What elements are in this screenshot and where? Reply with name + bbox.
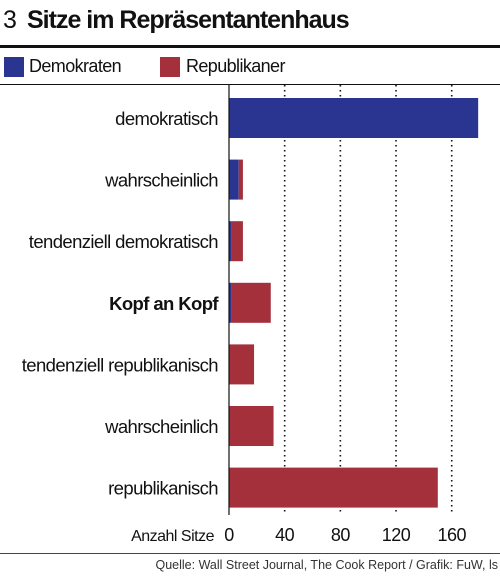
chart-number: 3 [3,6,17,34]
x-tick-label: 40 [275,525,295,545]
legend-label-republicans: Republikaner [186,56,285,76]
bar-republicans [231,282,271,323]
x-tick-label: 80 [331,525,351,545]
source-note: Quelle: Wall Street Journal, The Cook Re… [155,558,499,572]
x-tick-label: 160 [437,525,466,545]
bar-republicans [229,406,274,446]
bar-chart: demokratisch wahrscheinlich tendenziell de… [22,85,479,545]
legend: Demokraten Republikaner [0,56,500,82]
bar-democrats [229,221,232,262]
bar-democrats [229,282,232,323]
bar-republicans [231,221,243,262]
legend-swatch-republicans [160,57,180,77]
legend-rule [0,84,500,85]
chart-header: 3 Sitze im Repräsentantenhaus [0,0,500,46]
x-tick-label: 0 [224,525,234,545]
bar-republicans [229,467,438,508]
category-label: tendenziell republikanisch [22,354,219,375]
x-axis-label: Anzahl Sitze [131,528,215,545]
bar-republicans [238,159,243,200]
legend-label-democrats: Demokraten [29,56,122,76]
category-label: demokratisch [115,108,218,129]
category-label: wahrscheinlich [104,170,218,191]
legend-swatch-democrats [4,57,24,77]
bar-democrats [229,98,479,138]
category-label: republikanisch [108,478,218,499]
chart-title: Sitze im Repräsentantenhaus [27,6,350,34]
category-label: tendenziell demokratisch [29,231,219,252]
x-tick-label: 120 [382,525,411,545]
bar-democrats [229,159,239,200]
header-rule [0,45,500,48]
category-label: Kopf an Kopf [109,293,219,314]
bar-republicans [229,344,255,385]
category-label: wahrscheinlich [104,416,218,437]
footer-rule [0,553,500,554]
